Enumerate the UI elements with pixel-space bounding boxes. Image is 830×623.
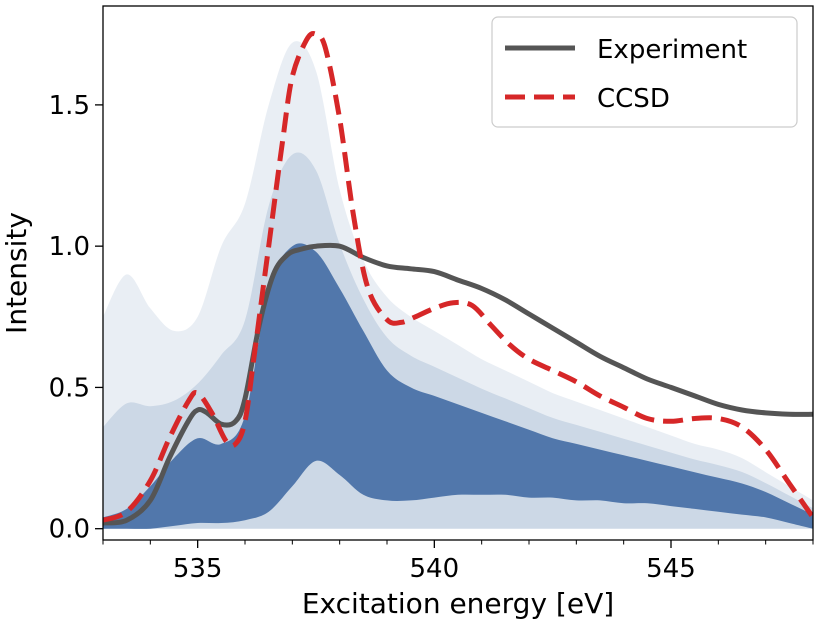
plot-frame: [102, 5, 814, 541]
legend: Experiment CCSD: [491, 16, 798, 128]
x-tick-label: 535: [173, 554, 223, 584]
y-tick-label: 1.5: [49, 91, 90, 121]
x-tick-label: 540: [410, 554, 460, 584]
series-layer: [103, 31, 813, 526]
ensemble-layer: [103, 41, 813, 529]
legend-label-experiment: Experiment: [597, 35, 747, 65]
y-axis: 0.0 0.5 1.0 1.5: [49, 91, 103, 545]
series-line-experiment: [103, 242, 813, 526]
ensemble-core: [103, 243, 813, 529]
x-axis-title: Excitation energy [eV]: [302, 587, 614, 620]
y-tick-label: 1.0: [49, 232, 90, 262]
series-line-ccsd: [103, 31, 813, 523]
legend-label-ccsd: CCSD: [597, 84, 670, 114]
x-axis: 535 540 545: [102, 540, 814, 584]
y-tick-label: 0.5: [49, 373, 90, 403]
y-axis-title: Intensity: [0, 212, 33, 334]
x-tick-label: 545: [646, 554, 696, 584]
y-tick-label: 0.0: [49, 515, 90, 545]
